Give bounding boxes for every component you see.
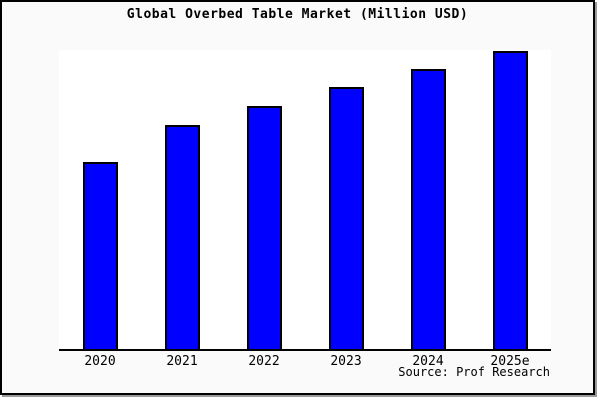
bar-2024 bbox=[410, 69, 446, 351]
x-tick-label-2022: 2022 bbox=[248, 354, 280, 369]
x-tick-label-2021: 2021 bbox=[166, 354, 198, 369]
x-axis-labels: 2020 2021 2022 2023 2024 2025e bbox=[59, 354, 551, 369]
x-tick-label-2024: 2024 bbox=[412, 354, 444, 369]
chart-window: Global Overbed Table Market (Million USD… bbox=[0, 0, 595, 395]
x-tick-label-2025e: 2025e bbox=[490, 354, 530, 369]
bar-2023 bbox=[328, 87, 364, 351]
bar-2025e bbox=[492, 51, 528, 351]
bar-2020 bbox=[82, 162, 118, 351]
source-note: Source: Prof Research bbox=[398, 365, 550, 379]
x-axis-line bbox=[59, 349, 551, 351]
bar-2021 bbox=[164, 125, 200, 351]
plot-area bbox=[59, 50, 551, 351]
x-tick-label-2023: 2023 bbox=[330, 354, 362, 369]
x-tick-label-2020: 2020 bbox=[84, 354, 116, 369]
chart-title: Global Overbed Table Market (Million USD… bbox=[126, 7, 469, 22]
bar-2022 bbox=[246, 106, 282, 351]
